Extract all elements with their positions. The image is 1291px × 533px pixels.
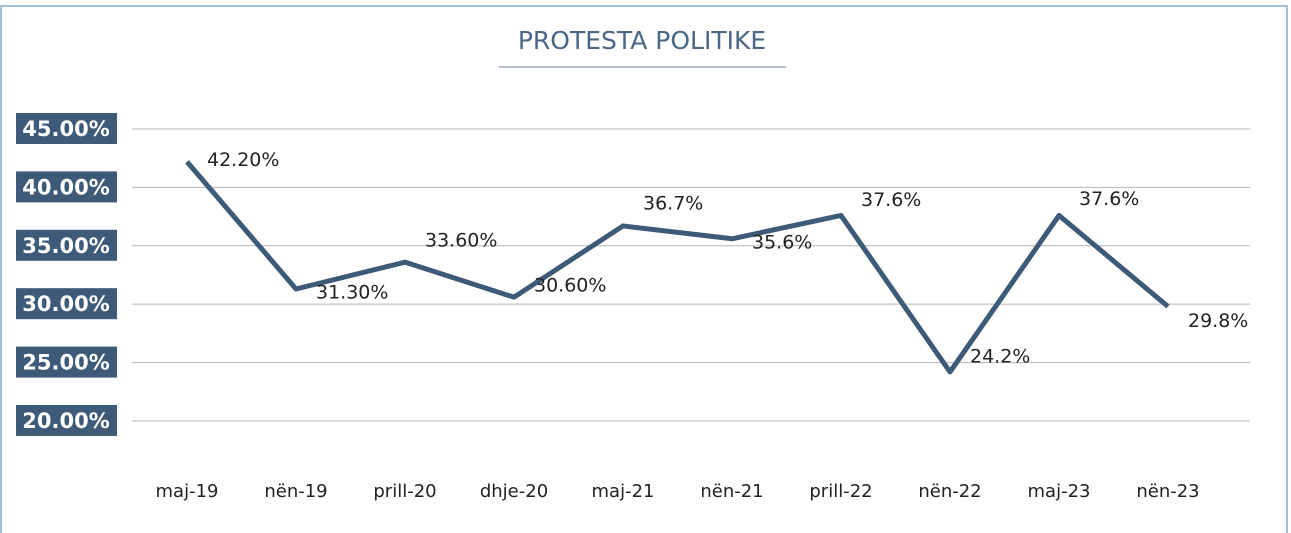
y-tick-box [16,404,117,436]
x-tick-label: nën-21 [700,481,763,502]
chart-title: PROTESTA POLITIKE [518,26,766,55]
data-label: 30.60% [534,275,606,297]
x-tick-label: prill-22 [809,481,872,502]
y-tick-label: 45.00% [22,117,109,141]
x-tick-label: nën-23 [1136,481,1199,502]
x-tick-label: nën-19 [264,481,327,502]
data-label: 29.8% [1188,310,1248,332]
x-tick-label: nën-22 [918,481,981,502]
y-tick-box [16,346,117,378]
y-tick-label: 25.00% [22,351,109,375]
data-label: 37.6% [861,189,921,211]
y-tick-label: 40.00% [22,175,109,199]
x-tick-label: maj-23 [1028,481,1091,502]
data-label: 42.20% [207,149,279,171]
data-label: 31.30% [316,281,388,303]
x-tick-label: maj-21 [592,481,655,502]
data-label: 35.6% [752,231,812,253]
line [185,160,1170,375]
data-label: 24.2% [970,345,1030,367]
data-label: 37.6% [1079,188,1139,210]
y-tick-box [16,288,117,320]
y-tick-label: 30.00% [22,292,109,316]
x-tick-label: dhje-20 [480,481,548,502]
x-tick-label: maj-19 [156,481,219,502]
data-label: 33.60% [425,230,497,252]
data-label: 36.7% [643,192,703,214]
y-tick-box [16,229,117,261]
y-tick-box [16,113,117,144]
y-tick-box [16,171,117,203]
y-tick-label: 20.00% [22,409,109,433]
y-tick-label: 35.00% [22,234,109,258]
frame [0,5,1288,533]
x-tick-label: prill-20 [373,481,436,502]
